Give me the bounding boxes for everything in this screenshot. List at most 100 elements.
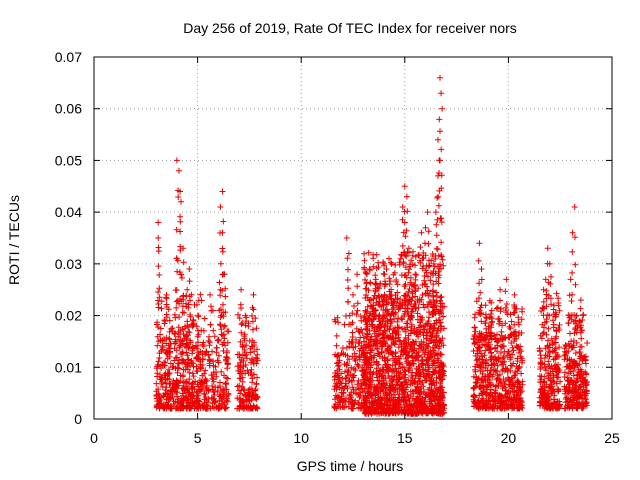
data-point bbox=[424, 357, 431, 364]
data-point bbox=[205, 352, 212, 359]
data-point bbox=[494, 362, 501, 369]
data-point bbox=[378, 323, 385, 330]
data-point bbox=[556, 322, 563, 328]
data-point bbox=[219, 332, 226, 339]
data-point bbox=[377, 337, 384, 344]
data-point bbox=[334, 394, 341, 401]
data-point bbox=[562, 405, 569, 412]
data-point bbox=[253, 404, 260, 410]
data-point bbox=[492, 389, 499, 396]
data-point bbox=[174, 393, 180, 400]
data-point bbox=[356, 394, 363, 401]
data-point bbox=[175, 194, 182, 200]
data-point bbox=[389, 362, 396, 369]
data-point bbox=[517, 343, 524, 350]
data-point bbox=[193, 323, 200, 330]
data-point bbox=[380, 330, 387, 337]
data-point bbox=[438, 253, 445, 260]
y-tick-label: 0.05 bbox=[55, 152, 82, 168]
data-point bbox=[380, 375, 387, 382]
data-point bbox=[506, 381, 513, 388]
data-point bbox=[509, 344, 516, 351]
data-point bbox=[428, 323, 435, 330]
data-point bbox=[471, 341, 478, 347]
data-point bbox=[391, 340, 398, 347]
x-tick-label: 5 bbox=[194, 430, 202, 446]
data-point bbox=[418, 229, 425, 236]
data-point bbox=[537, 364, 544, 370]
data-point bbox=[370, 308, 377, 315]
data-point bbox=[412, 355, 419, 362]
data-point bbox=[156, 294, 163, 301]
data-point bbox=[507, 389, 514, 396]
data-point bbox=[186, 278, 193, 285]
data-point bbox=[382, 321, 389, 327]
data-point bbox=[158, 348, 165, 354]
data-point bbox=[579, 405, 586, 412]
data-point bbox=[412, 262, 418, 269]
data-point bbox=[371, 327, 378, 333]
data-point bbox=[180, 259, 187, 266]
data-point bbox=[338, 396, 345, 403]
data-point bbox=[435, 268, 442, 275]
data-point bbox=[369, 401, 376, 408]
data-point bbox=[401, 337, 408, 344]
data-point bbox=[576, 349, 583, 355]
data-point bbox=[154, 370, 161, 377]
data-point bbox=[163, 314, 170, 321]
data-point bbox=[477, 289, 484, 296]
data-point bbox=[163, 304, 170, 310]
data-point bbox=[435, 136, 441, 143]
data-point bbox=[356, 353, 363, 360]
data-point bbox=[353, 390, 360, 397]
data-point bbox=[400, 260, 407, 267]
data-point bbox=[500, 376, 507, 383]
data-point bbox=[392, 350, 399, 357]
data-point bbox=[361, 264, 368, 271]
data-point bbox=[390, 271, 397, 278]
x-tick-label: 25 bbox=[604, 430, 620, 446]
data-point bbox=[540, 312, 547, 319]
data-point bbox=[556, 367, 563, 373]
data-point bbox=[471, 384, 478, 391]
data-point bbox=[472, 383, 479, 390]
data-point bbox=[224, 398, 231, 405]
data-point bbox=[368, 323, 375, 330]
data-point bbox=[197, 387, 204, 394]
data-point bbox=[513, 401, 520, 407]
data-point bbox=[556, 307, 563, 314]
data-point bbox=[548, 301, 554, 308]
data-point bbox=[514, 383, 521, 390]
data-point bbox=[382, 361, 389, 368]
data-point bbox=[438, 293, 445, 300]
data-point bbox=[573, 329, 580, 336]
data-point bbox=[252, 354, 259, 361]
data-point bbox=[174, 378, 181, 385]
data-point bbox=[351, 372, 358, 379]
data-point bbox=[507, 311, 514, 318]
x-tick-label: 0 bbox=[90, 430, 98, 446]
data-point bbox=[433, 293, 440, 299]
data-point bbox=[201, 315, 208, 322]
data-points bbox=[153, 74, 591, 417]
data-point bbox=[409, 375, 416, 381]
data-point bbox=[361, 387, 368, 393]
data-point bbox=[368, 354, 375, 360]
data-point bbox=[367, 362, 374, 369]
data-point bbox=[430, 260, 437, 267]
data-point bbox=[433, 221, 440, 228]
data-point bbox=[405, 336, 412, 343]
data-point bbox=[351, 350, 358, 357]
data-point bbox=[250, 306, 257, 313]
data-point bbox=[482, 377, 489, 384]
data-point bbox=[405, 376, 412, 383]
data-point bbox=[351, 303, 357, 309]
data-point bbox=[388, 311, 395, 317]
data-point bbox=[441, 372, 447, 379]
data-point bbox=[193, 355, 200, 362]
data-point bbox=[482, 302, 489, 309]
data-point bbox=[417, 259, 424, 266]
data-point bbox=[172, 314, 179, 321]
data-point bbox=[357, 386, 364, 392]
data-point bbox=[488, 307, 495, 314]
